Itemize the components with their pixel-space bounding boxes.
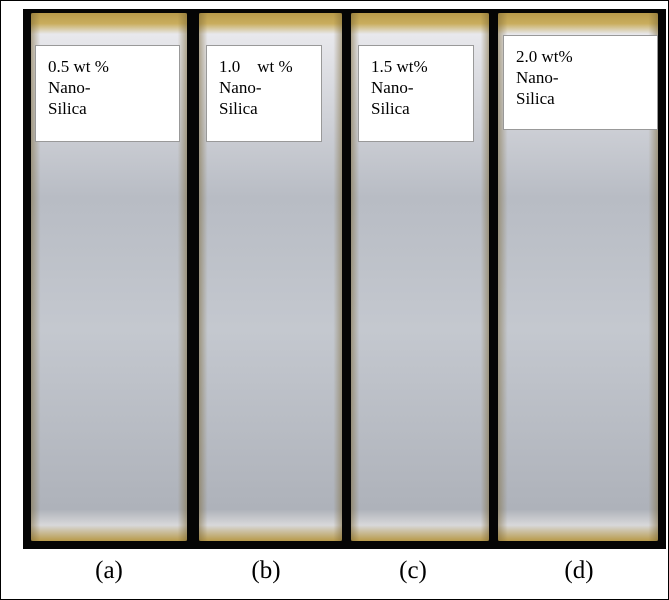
label-line: 2.0 wt%	[516, 46, 645, 67]
label-box: 2.0 wt% Nano- Silica	[503, 35, 658, 130]
label-box: 1.5 wt% Nano- Silica	[358, 45, 474, 142]
label-line: 1.5 wt%	[371, 56, 461, 77]
caption: (c)	[373, 557, 453, 585]
label-line: 0.5 wt %	[48, 56, 167, 77]
label-box: 1.0 wt % Nano- Silica	[206, 45, 322, 142]
label-line: Silica	[516, 88, 645, 109]
label-box: 0.5 wt % Nano- Silica	[35, 45, 180, 142]
label-line: Nano-	[48, 77, 167, 98]
caption: (a)	[69, 557, 149, 585]
caption: (b)	[226, 557, 306, 585]
label-line: 1.0 wt %	[219, 56, 309, 77]
label-line: Silica	[219, 98, 309, 119]
label-line: Nano-	[219, 77, 309, 98]
caption: (d)	[539, 557, 619, 585]
label-line: Silica	[371, 98, 461, 119]
label-line: Nano-	[371, 77, 461, 98]
figure: 0.5 wt % Nano- Silica 1.0 wt % Nano- Sil…	[0, 0, 669, 600]
label-line: Silica	[48, 98, 167, 119]
label-line: Nano-	[516, 67, 645, 88]
